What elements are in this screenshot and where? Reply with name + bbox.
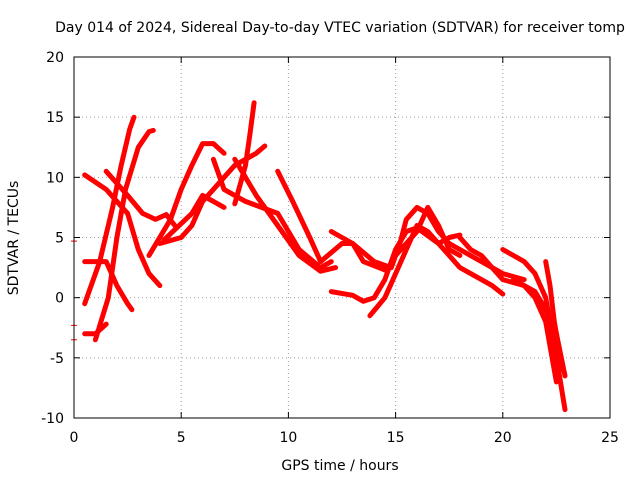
y-tick-label: -5 bbox=[50, 351, 64, 367]
series-arc-5 bbox=[82, 321, 109, 337]
series-layer bbox=[71, 100, 568, 413]
y-tick-label: 5 bbox=[55, 231, 64, 247]
series-arc-10 bbox=[232, 100, 257, 207]
series-arc-15 bbox=[328, 225, 506, 304]
series-arc-12 bbox=[232, 156, 339, 274]
x-tick-label: 0 bbox=[70, 430, 79, 446]
x-tick-label: 15 bbox=[387, 430, 405, 446]
y-tick-label: 0 bbox=[55, 291, 64, 307]
series-arc-21 bbox=[543, 259, 566, 373]
series-arc-14 bbox=[328, 204, 527, 283]
y-tick-label: 15 bbox=[46, 110, 64, 126]
x-tick-label: 10 bbox=[279, 430, 297, 446]
series-arc-7 bbox=[146, 141, 227, 258]
x-axis-label: GPS time / hours bbox=[281, 458, 398, 474]
series-arc-6 bbox=[103, 168, 178, 228]
series-arc-17 bbox=[393, 204, 463, 258]
y-axis-label: SDTVAR / TECUs bbox=[6, 181, 22, 296]
series-arc-11 bbox=[210, 156, 334, 271]
y-tick-label: 10 bbox=[46, 170, 64, 186]
series-arc-4 bbox=[82, 259, 135, 313]
y-tick-label: 20 bbox=[46, 50, 64, 66]
series-arc-13 bbox=[275, 168, 388, 273]
chart-title: Day 014 of 2024, Sidereal Day-to-day VTE… bbox=[55, 20, 625, 36]
series-arc-20 bbox=[511, 277, 559, 385]
ticks: 0 5 10 15 20 25 -10 -5 0 5 10 15 20 bbox=[41, 50, 619, 446]
x-tick-label: 5 bbox=[177, 430, 186, 446]
x-tick-label: 25 bbox=[601, 430, 619, 446]
series-arc-3 bbox=[82, 172, 163, 289]
y-tick-label: -10 bbox=[41, 411, 64, 427]
series-arc-19 bbox=[500, 247, 568, 413]
x-tick-label: 20 bbox=[494, 430, 512, 446]
series-arc-8 bbox=[157, 143, 268, 246]
series-arc-9 bbox=[161, 192, 227, 243]
